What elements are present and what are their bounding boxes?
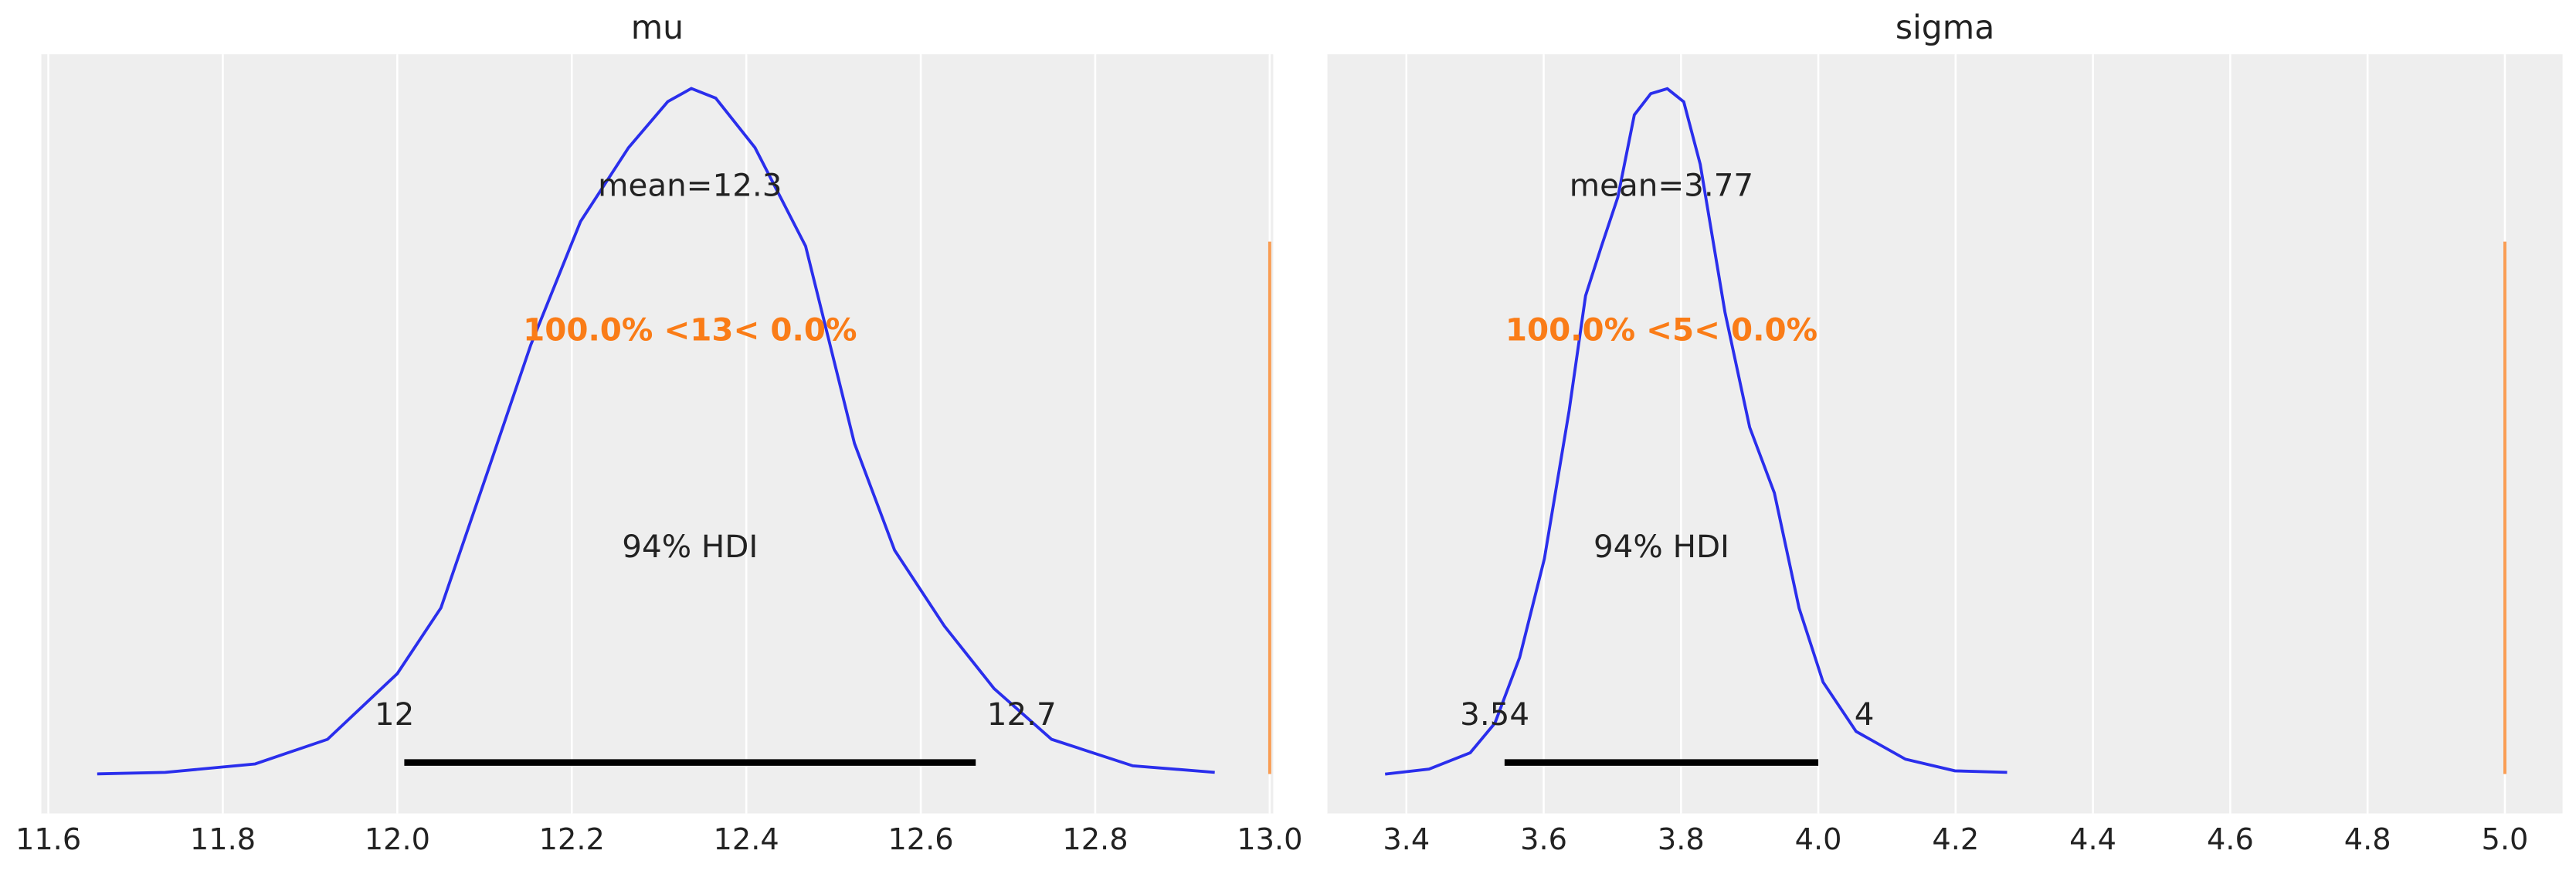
x-tick-label: 4.0 xyxy=(1795,822,1842,857)
x-tick-label: 12.6 xyxy=(888,822,953,857)
hdi-upper-label: 12.7 xyxy=(987,696,1057,733)
x-tick-label: 4.8 xyxy=(2344,822,2391,857)
mean-label: mean=3.77 xyxy=(1570,166,1753,203)
reference-label: 100.0% <13< 0.0% xyxy=(523,311,857,349)
density-line xyxy=(1384,87,2008,776)
x-tick-label: 4.6 xyxy=(2207,822,2254,857)
x-tick-label: 4.4 xyxy=(2069,822,2116,857)
panel-title: sigma xyxy=(1896,9,1994,47)
hdi-upper-label: 4 xyxy=(1855,696,1875,733)
x-tick-label: 12.2 xyxy=(539,822,605,857)
hdi-label: 94% HDI xyxy=(1593,528,1729,565)
x-tick-label: 12.4 xyxy=(714,822,779,857)
panel-title: mu xyxy=(631,9,684,47)
x-tick-label: 4.2 xyxy=(1932,822,1979,857)
mean-label: mean=12.3 xyxy=(598,166,782,203)
hdi-lower-label: 12 xyxy=(375,696,414,733)
x-tick-label: 3.8 xyxy=(1658,822,1705,857)
plot-area xyxy=(1327,54,2563,814)
plot-area xyxy=(41,54,1274,814)
density-line xyxy=(97,87,1215,776)
x-tick-label: 12.8 xyxy=(1062,822,1128,857)
x-tick-label: 13.0 xyxy=(1237,822,1302,857)
x-tick-label: 11.6 xyxy=(15,822,81,857)
x-tick-label: 5.0 xyxy=(2482,822,2529,857)
hdi-lower-label: 3.54 xyxy=(1460,696,1529,733)
x-tick-label: 11.8 xyxy=(190,822,256,857)
x-tick-label: 3.6 xyxy=(1520,822,1567,857)
reference-label: 100.0% <5< 0.0% xyxy=(1505,311,1817,349)
hdi-label: 94% HDI xyxy=(622,528,758,565)
x-tick-label: 12.0 xyxy=(365,822,430,857)
x-tick-label: 3.4 xyxy=(1383,822,1430,857)
